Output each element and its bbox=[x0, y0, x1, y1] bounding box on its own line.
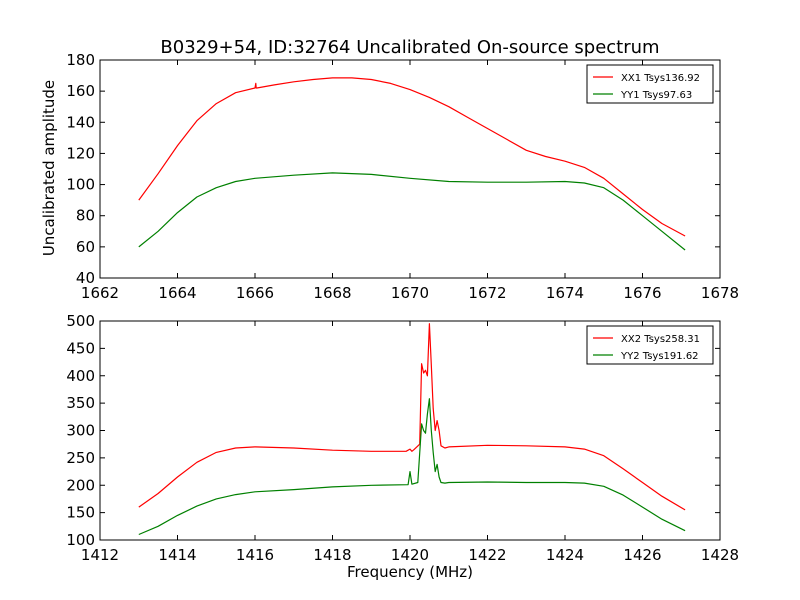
top-y-tick-label: 180 bbox=[66, 51, 95, 69]
bottom-y-tick-label: 400 bbox=[66, 367, 95, 385]
top-x-tick-label: 1662 bbox=[81, 284, 119, 302]
top-y-tick-label: 60 bbox=[76, 238, 95, 256]
bottom-y-tick-label: 200 bbox=[66, 476, 95, 494]
bottom-x-tick-label: 1428 bbox=[701, 546, 739, 564]
bottom-series-yy-line bbox=[138, 398, 686, 536]
bottom-y-tick-label: 300 bbox=[66, 422, 95, 440]
top-legend bbox=[586, 64, 714, 104]
bottom-legend-label: YY2 Tsys191.62 bbox=[620, 351, 699, 362]
bottom-x-tick-label: 1426 bbox=[623, 546, 661, 564]
top-x-tick-label: 1672 bbox=[468, 284, 506, 302]
bottom-x-tick-label: 1420 bbox=[391, 546, 429, 564]
top-series-xx-line bbox=[138, 77, 686, 237]
bottom-y-tick-label: 250 bbox=[66, 449, 95, 467]
bottom-legend-label: XX2 Tsys258.31 bbox=[621, 334, 700, 345]
top-plot: 1662 1664 1666 1668 1670 1672 1674 1676 1678 40 60… bbox=[66, 51, 739, 302]
bottom-x-tick-label: 1414 bbox=[158, 546, 196, 564]
top-plot-ylabel: Uncalibrated amplitude bbox=[40, 80, 58, 256]
bottom-legend bbox=[586, 325, 714, 365]
top-series-yy-line bbox=[138, 172, 686, 251]
bottom-x-tick-label: 1412 bbox=[81, 546, 119, 564]
top-y-tick-label: 40 bbox=[76, 269, 95, 287]
top-y-tick-label: 120 bbox=[66, 144, 95, 162]
top-legend-label: YY1 Tsys97.63 bbox=[620, 90, 692, 101]
top-legend-label: XX1 Tsys136.92 bbox=[621, 73, 700, 84]
top-y-tick-label: 140 bbox=[66, 113, 95, 131]
bottom-plot-xlabel: Frequency (MHz) bbox=[347, 563, 473, 581]
top-x-tick-label: 1664 bbox=[158, 284, 196, 302]
top-x-tick-label: 1678 bbox=[701, 284, 739, 302]
top-x-tick-label: 1676 bbox=[623, 284, 661, 302]
bottom-series-xx-line bbox=[138, 323, 686, 511]
top-y-tick-label: 100 bbox=[66, 176, 95, 194]
top-y-tick-label: 160 bbox=[66, 82, 95, 100]
bottom-x-tick-label: 1422 bbox=[468, 546, 506, 564]
bottom-plot: 1412 1414 1416 1418 1420 1422 1424 1426 1428 100 1… bbox=[66, 312, 739, 564]
bottom-y-tick-label: 500 bbox=[66, 312, 95, 330]
top-y-tick-label: 80 bbox=[76, 207, 95, 225]
bottom-x-tick-label: 1418 bbox=[313, 546, 351, 564]
top-x-tick-label: 1666 bbox=[236, 284, 274, 302]
top-x-tick-label: 1674 bbox=[546, 284, 584, 302]
bottom-y-tick-label: 350 bbox=[66, 394, 95, 412]
figure-title: B0329+54, ID:32764 Uncalibrated On-sourc… bbox=[160, 37, 659, 58]
bottom-y-tick-label: 450 bbox=[66, 339, 95, 357]
bottom-x-tick-label: 1416 bbox=[236, 546, 274, 564]
bottom-y-tick-label: 100 bbox=[66, 531, 95, 549]
bottom-y-tick-label: 150 bbox=[66, 504, 95, 522]
top-x-tick-label: 1670 bbox=[391, 284, 429, 302]
top-x-tick-label: 1668 bbox=[313, 284, 351, 302]
bottom-x-tick-label: 1424 bbox=[546, 546, 584, 564]
